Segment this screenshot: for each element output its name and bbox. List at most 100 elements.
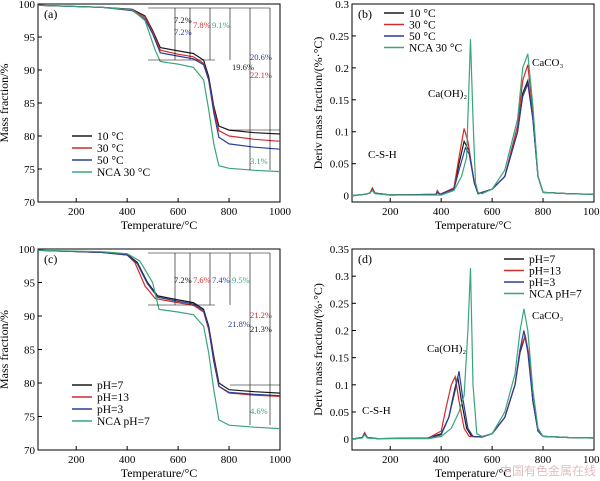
- series-line-3: [38, 4, 280, 173]
- y-tick-label: 0.3: [335, 271, 349, 283]
- annotation: 20.6%: [250, 52, 272, 62]
- x-tick-label: 800: [535, 454, 552, 466]
- x-tick-label: 1000: [583, 206, 600, 218]
- y-tick-label: 95: [24, 278, 36, 290]
- panel-1: 200 400 600 800 1000 0 0.05 0.1 0.15 0.2 0.25 0.3 Te…: [311, 0, 600, 232]
- x-tick-label: 400: [433, 206, 450, 218]
- annotation: 21.2%: [250, 310, 272, 320]
- series-line-1: [38, 4, 280, 142]
- annotation: C-S-H: [368, 149, 397, 161]
- y-tick-label: 0: [344, 191, 350, 203]
- annotation: Ca(OH)₂: [427, 343, 466, 355]
- annotation: 7.6%: [193, 275, 211, 285]
- y-axis-label: Mass fraction/%: [0, 310, 11, 389]
- x-tick-label: 1000: [269, 454, 292, 466]
- y-tick-label: 70: [24, 197, 36, 209]
- panel-0: 200 400 600 800 1000 70 75 80 85 90 95 100 Temperatu…: [0, 0, 292, 232]
- annotation: 19.6%: [232, 62, 254, 72]
- y-tick-label: 100: [19, 0, 36, 11]
- y-tick-label: 0.25: [330, 31, 350, 43]
- series-line-0: [38, 249, 280, 394]
- y-tick-label: 85: [24, 98, 36, 110]
- y-tick-label: 90: [24, 65, 36, 77]
- series-line-2: [38, 4, 280, 150]
- x-tick-label: 600: [484, 454, 501, 466]
- annotation: 21.3%: [250, 324, 272, 334]
- series-line-3: [352, 267, 594, 440]
- y-tick-label: 0.35: [330, 244, 350, 256]
- annotation: 7.2%: [174, 15, 192, 25]
- x-tick-label: 400: [119, 454, 136, 466]
- panel-3: 200 400 600 800 1000 0 0.05 0.1 0.15 0.2 0.25 0.3 0.…: [311, 244, 600, 480]
- legend-label: NCA 30 °C: [97, 167, 150, 179]
- plot-frame: [351, 248, 595, 451]
- annotation: C-S-H: [362, 405, 391, 417]
- x-tick-label: 200: [68, 206, 85, 218]
- annotation: 4.6%: [250, 406, 268, 416]
- x-tick-label: 1000: [583, 454, 600, 466]
- annotation: 7.8%: [193, 20, 211, 30]
- y-tick-label: 75: [24, 164, 36, 176]
- x-tick-label: 400: [433, 454, 450, 466]
- legend-label: pH=3: [529, 277, 556, 289]
- legend-label: pH=13: [97, 392, 129, 404]
- x-axis-label: Temperature/°C: [435, 466, 512, 480]
- panel-label: (d): [358, 252, 372, 266]
- annotation: CaCO₃: [532, 310, 564, 322]
- panel-label: (a): [44, 7, 57, 21]
- y-tick-label: 85: [24, 345, 36, 357]
- annotation: 9.5%: [232, 275, 250, 285]
- y-tick-label: 0.1: [335, 380, 349, 392]
- y-tick-label: 100: [19, 244, 36, 256]
- legend-label: 50 °C: [409, 31, 436, 43]
- annotation: 9.1%: [212, 20, 230, 30]
- y-tick-label: 80: [24, 378, 36, 390]
- legend-label: NCA pH=7: [97, 416, 150, 428]
- legend-label: 30 °C: [409, 20, 436, 32]
- legend-label: 10 °C: [97, 131, 124, 143]
- x-tick-label: 600: [170, 206, 187, 218]
- x-tick-label: 1000: [269, 206, 292, 218]
- y-tick-label: 0.05: [330, 159, 350, 171]
- x-axis-label: Temperature/°C: [121, 466, 198, 480]
- annotation: 22.1%: [250, 70, 272, 80]
- y-tick-label: 0.2: [335, 325, 349, 337]
- x-tick-label: 800: [221, 206, 238, 218]
- legend-label: 10 °C: [409, 8, 436, 20]
- y-tick-label: 90: [24, 311, 36, 323]
- y-tick-label: 0.1: [335, 127, 349, 139]
- legend-label: pH=3: [97, 404, 124, 416]
- x-tick-label: 400: [119, 206, 136, 218]
- legend-label: 30 °C: [97, 143, 124, 155]
- x-tick-label: 600: [484, 206, 501, 218]
- annotation: 7.2%: [174, 27, 192, 37]
- series-line-2: [38, 249, 280, 397]
- y-tick-label: 0.25: [330, 298, 350, 310]
- x-tick-label: 200: [382, 206, 399, 218]
- legend-label: pH=13: [529, 266, 561, 278]
- y-tick-label: 0: [344, 434, 350, 446]
- y-tick-label: 75: [24, 412, 36, 424]
- x-axis-label: Temperature/°C: [435, 218, 512, 232]
- panel-label: (b): [358, 7, 372, 21]
- legend-label: pH=7: [529, 254, 556, 266]
- annotation: CaCO₃: [532, 57, 564, 69]
- y-axis-label: Mass fraction/%: [0, 64, 11, 143]
- x-tick-label: 200: [68, 454, 85, 466]
- panel-2: 200 400 600 800 1000 70 75 80 85 90 95 100 Temperatu…: [0, 244, 292, 480]
- y-tick-label: 0.2: [335, 63, 349, 75]
- x-tick-label: 200: [382, 454, 399, 466]
- x-tick-label: 800: [221, 454, 238, 466]
- series-line-3: [38, 249, 280, 430]
- y-tick-label: 80: [24, 131, 36, 143]
- series-line-3: [352, 39, 594, 197]
- x-axis-label: Temperature/°C: [121, 218, 198, 232]
- legend-label: 50 °C: [97, 155, 124, 167]
- annotation: 3.1%: [250, 156, 268, 166]
- annotation: 7.4%: [212, 275, 230, 285]
- legend-label: NCA 30 °C: [409, 43, 462, 55]
- y-tick-label: 0.3: [335, 0, 349, 11]
- y-tick-label: 0.05: [330, 407, 350, 419]
- plot-frame: [351, 3, 595, 203]
